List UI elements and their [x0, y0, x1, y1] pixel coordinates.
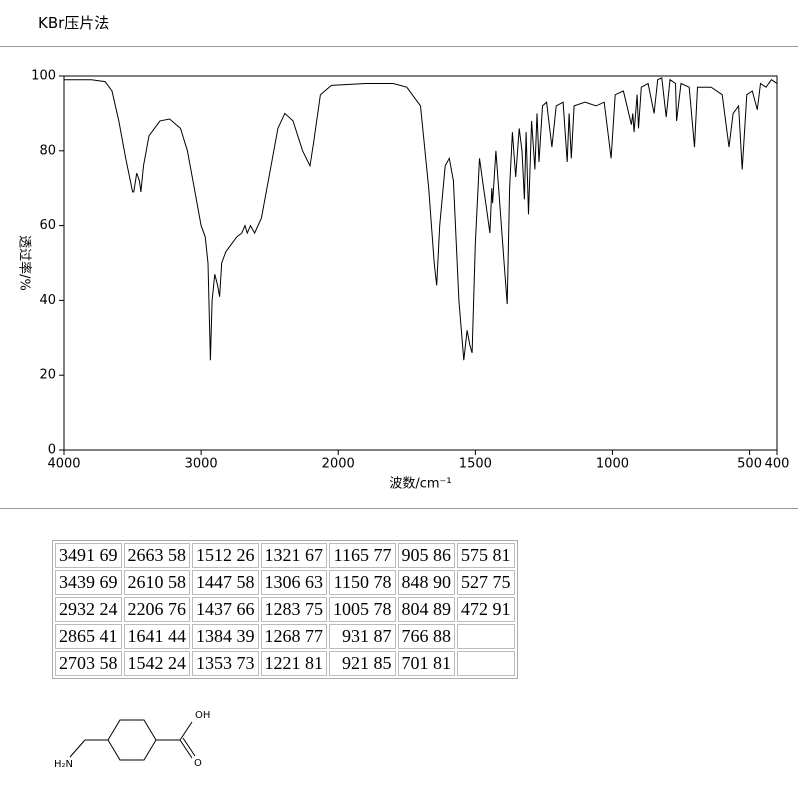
table-cell: 931 87 — [329, 624, 396, 649]
table-cell: 2610 58 — [123, 570, 190, 595]
table-cell: 3491 69 — [55, 543, 122, 568]
spectrum-line — [64, 77, 778, 361]
table-cell: 1005 78 — [329, 597, 396, 622]
table-cell: 2206 76 — [123, 597, 190, 622]
table-row: 2703 58 1542 24 1353 73 1221 81 921 85 701 81 — [55, 651, 515, 676]
table-cell: 2932 24 — [55, 597, 122, 622]
table-cell: 1150 78 — [329, 570, 396, 595]
table-cell — [457, 651, 515, 676]
y-tick-label: 40 — [39, 293, 56, 308]
divider — [0, 46, 798, 47]
x-tick-label: 2000 — [322, 457, 355, 472]
table-row: 2865 41 1641 44 1384 39 1268 77 931 87 766 88 — [55, 624, 515, 649]
table-cell: 1321 67 — [260, 543, 327, 568]
table-cell: 701 81 — [397, 651, 455, 676]
divider — [0, 508, 798, 509]
y-tick-label: 60 — [39, 218, 56, 233]
molecule: OH O H₂N — [54, 710, 210, 770]
table-cell: 1512 26 — [192, 543, 259, 568]
table-row: 3491 69 2663 58 1512 26 1321 67 1165 77 905 8… — [55, 543, 515, 568]
x-tick-label: 400 — [765, 457, 790, 472]
table-row: 3439 69 2610 58 1447 58 1306 63 1150 78 848 9… — [55, 570, 515, 595]
x-tick-label: 1000 — [596, 457, 629, 472]
peak-table: 3491 69 2663 58 1512 26 1321 67 1165 77 905 8… — [52, 540, 518, 679]
y-tick-label: 80 — [39, 143, 56, 158]
y-tick-label: 20 — [39, 368, 56, 383]
y-tick-label: 100 — [31, 69, 56, 84]
x-axis-label: 波数/cm⁻¹ — [389, 477, 451, 492]
table-cell: 848 90 — [397, 570, 455, 595]
table-cell: 921 85 — [329, 651, 396, 676]
table-cell: 1221 81 — [260, 651, 327, 676]
table-cell: 1447 58 — [192, 570, 259, 595]
atom-label: O — [194, 758, 202, 769]
table-cell: 2703 58 — [55, 651, 122, 676]
table-cell: 1283 75 — [260, 597, 327, 622]
table-cell: 1641 44 — [123, 624, 190, 649]
table-cell: 472 91 — [457, 597, 515, 622]
y-tick-label: 0 — [48, 443, 56, 458]
table-cell: 1353 73 — [192, 651, 259, 676]
x-tick-label: 1500 — [459, 457, 492, 472]
table-cell: 1437 66 — [192, 597, 259, 622]
table-cell: 1165 77 — [329, 543, 396, 568]
table-cell: 1306 63 — [260, 570, 327, 595]
table-cell: 575 81 — [457, 543, 515, 568]
table-cell: 2663 58 — [123, 543, 190, 568]
chart: 0 20 40 60 80 100 4000 3000 2000 1500 1000 500 400 波数… — [17, 69, 790, 492]
atom-label: OH — [195, 710, 210, 721]
table-row: 2932 24 2206 76 1437 66 1283 75 1005 78 804 8… — [55, 597, 515, 622]
x-tick-label: 500 — [737, 457, 762, 472]
table-cell — [457, 624, 515, 649]
table-cell: 3439 69 — [55, 570, 122, 595]
x-tick-label: 4000 — [47, 457, 80, 472]
table-cell: 804 89 — [397, 597, 455, 622]
y-axis-label: 透过率/% — [17, 235, 33, 291]
header-title: KBr压片法 — [38, 14, 110, 32]
molecule-bonds — [69, 719, 196, 761]
atom-label: H₂N — [54, 759, 73, 770]
table-cell: 1384 39 — [192, 624, 259, 649]
table-cell: 2865 41 — [55, 624, 122, 649]
table-cell: 766 88 — [397, 624, 455, 649]
table-cell: 1268 77 — [260, 624, 327, 649]
x-tick-label: 3000 — [185, 457, 218, 472]
table-cell: 527 75 — [457, 570, 515, 595]
table-cell: 905 86 — [397, 543, 455, 568]
table-cell: 1542 24 — [123, 651, 190, 676]
plot-frame — [63, 75, 778, 451]
